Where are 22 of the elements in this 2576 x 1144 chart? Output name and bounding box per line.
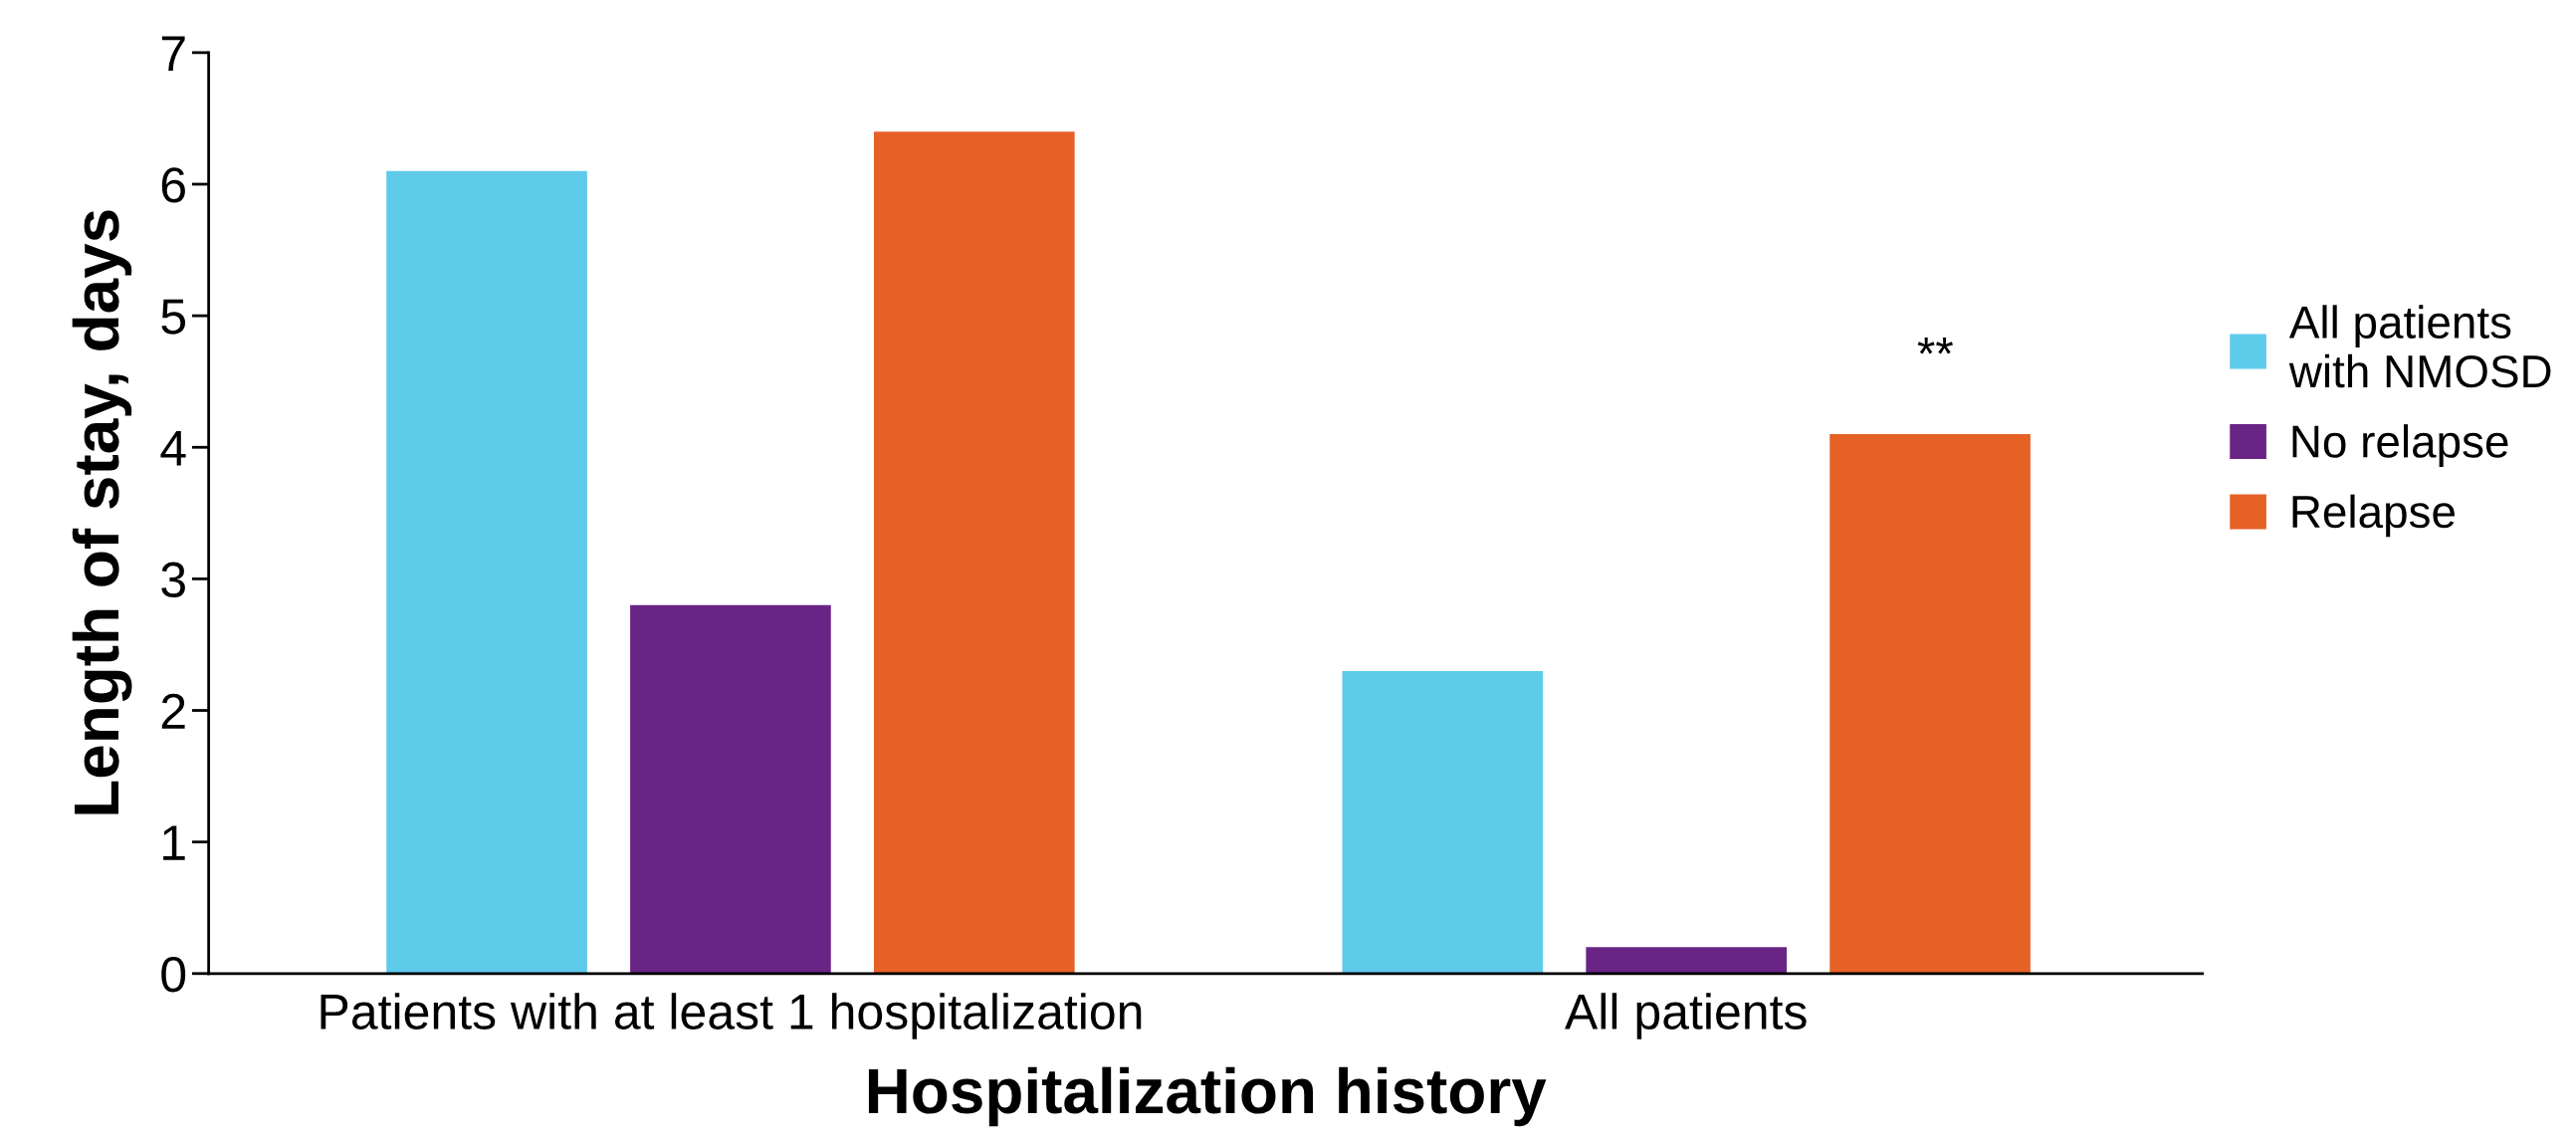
legend-label: No relapse [2292, 424, 2508, 467]
bar [1829, 434, 2031, 974]
x-axis-title: Hospitalization history [868, 1066, 1547, 1127]
bar [630, 604, 831, 974]
y-axis-title: Length of stay, days [72, 210, 132, 814]
legend-label: All patients with NMOSD [2288, 305, 2551, 388]
x-tick-label: Patients with at least 1 hospitalization [321, 993, 1142, 1039]
y-tick-label: 5 [161, 299, 186, 335]
x-tick-label: All patients [1565, 993, 1807, 1039]
bar [1342, 670, 1544, 974]
y-tick-label: 6 [161, 167, 185, 203]
bar [1586, 947, 1788, 974]
bar [386, 170, 587, 974]
y-tick-label: 1 [163, 825, 185, 860]
y-tick-label: 7 [161, 36, 185, 71]
y-tick-label: 4 [160, 430, 186, 466]
y-tick-label: 0 [161, 957, 186, 993]
bar [873, 131, 1075, 974]
annotation: ** [1917, 337, 1953, 354]
y-tick-label: 3 [161, 562, 185, 597]
y-tick-label: 2 [161, 693, 185, 729]
legend-label: Relapse [2292, 494, 2455, 538]
